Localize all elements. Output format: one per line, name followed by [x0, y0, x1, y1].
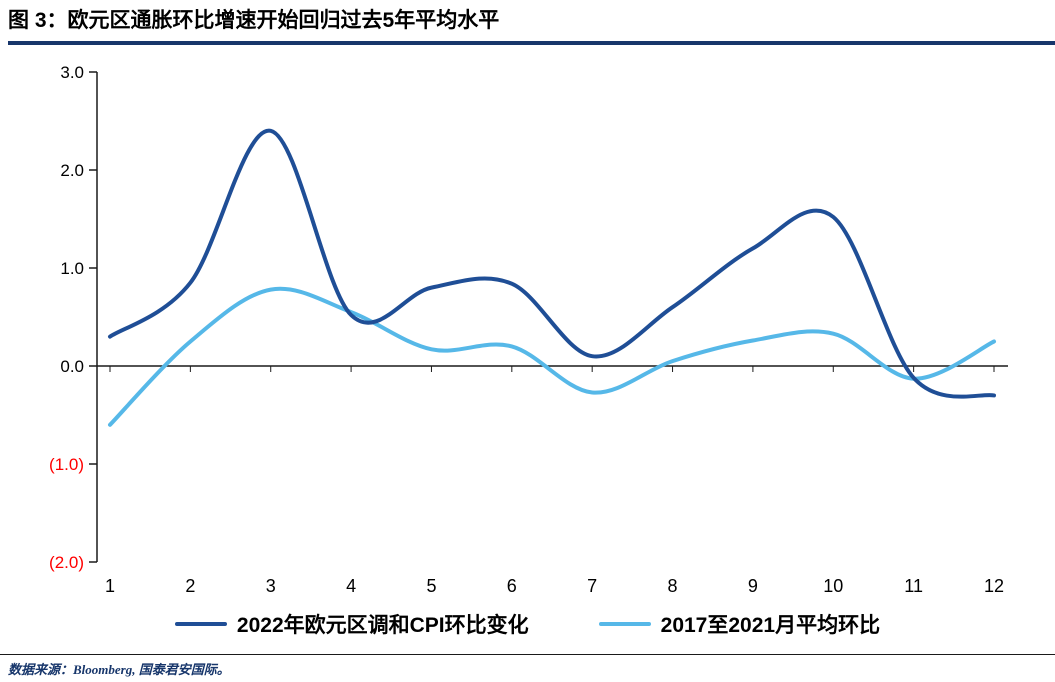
y-axis-tick-label: 3.0 — [60, 63, 84, 82]
y-axis-tick-label: (2.0) — [49, 553, 84, 572]
figure-title: 图 3：欧元区通胀环比增速开始回归过去5年平均水平 — [8, 9, 500, 32]
x-axis-label: 9 — [748, 576, 758, 596]
x-axis-label: 4 — [346, 576, 356, 596]
x-axis-label: 7 — [587, 576, 597, 596]
x-axis-label: 11 — [904, 576, 923, 596]
x-axis-label: 1 — [105, 576, 115, 596]
footer-divider — [0, 654, 1055, 655]
legend-label-2022: 2022年欧元区调和CPI环比变化 — [236, 614, 529, 637]
x-axis-label: 8 — [668, 576, 678, 596]
chart-legend: 2022年欧元区调和CPI环比变化 2017至2021月平均环比 — [0, 600, 1055, 648]
legend-line-sample-2022 — [174, 622, 227, 626]
x-axis-label: 3 — [266, 576, 276, 596]
x-axis-label: 6 — [507, 576, 517, 596]
figure-header: 图 3：欧元区通胀环比增速开始回归过去5年平均水平 — [0, 0, 1055, 45]
y-axis-tick-label: 2.0 — [60, 161, 84, 180]
legend-item-2017-2021-avg: 2017至2021月平均环比 — [598, 609, 881, 639]
y-axis-tick-label: 0.0 — [60, 357, 84, 376]
legend-item-2022-cpi: 2022年欧元区调和CPI环比变化 — [174, 609, 529, 639]
x-axis-label: 2 — [185, 576, 195, 596]
x-axis-label: 5 — [426, 576, 436, 596]
chart-canvas: 3.02.01.00.0(1.0)(2.0)1 2 3 4 5 6 7 8 9 10 11 12 — [49, 63, 1008, 596]
series-line-1 — [108, 128, 996, 399]
x-axis-label: 12 — [984, 576, 1004, 596]
x-axis-label: 10 — [823, 576, 843, 596]
y-axis-tick-label: 1.0 — [60, 259, 84, 278]
data-source: 数据来源：Bloomberg, 国泰君安国际。 — [8, 662, 230, 677]
series-line-2 — [108, 286, 996, 427]
legend-line-sample-2017-2021 — [598, 622, 651, 626]
figure-footer: 数据来源：Bloomberg, 国泰君安国际。 — [0, 654, 1055, 678]
y-axis-tick-label: (1.0) — [49, 455, 84, 474]
line-chart: 3.0 2.0 1.0 0.0 (1.0) (2.0) 1 2 3 4 5 6 7 8 9 10 11 12 — [0, 45, 1055, 600]
legend-label-2017-2021: 2017至2021月平均环比 — [660, 614, 881, 637]
title-underline — [8, 41, 1055, 45]
